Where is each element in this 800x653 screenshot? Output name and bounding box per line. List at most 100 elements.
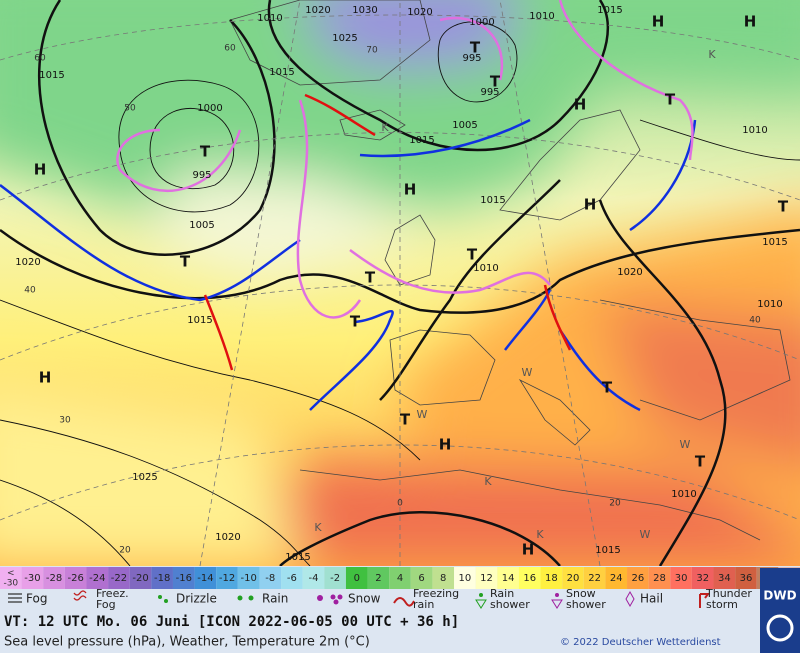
scale-label: -8 (265, 573, 275, 584)
isobar-label: 995 (462, 53, 481, 64)
legend-label: storm (706, 598, 738, 611)
isotherm-label: 50 (124, 104, 136, 114)
scale-cell (410, 567, 433, 589)
isobar-label: 1015 (39, 70, 64, 81)
legend-label: Rain (262, 592, 288, 606)
scale-cell (367, 567, 390, 589)
pressure-center: T (180, 253, 191, 271)
legend-label: Rain (490, 587, 514, 600)
warm-front (203, 284, 572, 371)
scale-cell (497, 567, 519, 589)
isobar-label: 1015 (409, 135, 434, 146)
legend-label: Fog (26, 592, 47, 606)
scale-cell (345, 567, 368, 589)
scale-cell (713, 567, 736, 589)
isobar-label: 1000 (197, 103, 222, 114)
scale-cell (324, 567, 346, 589)
isobar-label: 1010 (529, 11, 554, 22)
warm-front (304, 93, 376, 137)
isobar-label: 995 (192, 170, 211, 181)
isobar-label: 1010 (671, 489, 696, 500)
map-area: 1010 1020 1030 1020 1000 1010 1015 1025 995 1015 1… (0, 0, 800, 566)
scale-label: 32 (696, 573, 709, 584)
pressure-center: K (708, 48, 716, 61)
scale-cell (540, 567, 563, 589)
scale-label: 20 (567, 573, 580, 584)
scale-label: -18 (154, 573, 170, 584)
scale-label: -24 (89, 573, 105, 584)
scale-cell (583, 567, 606, 589)
scale-cell (259, 567, 282, 589)
isobar-label: 1020 (15, 257, 40, 268)
legend-label: Freez. (96, 587, 129, 600)
scale-label: 2 (375, 573, 381, 584)
pressure-center: T (467, 246, 478, 264)
pressure-center: T (695, 453, 706, 471)
map-labels: 1010 1020 1030 1020 1000 1010 1015 1025 995 1015 1… (15, 5, 789, 563)
scale-cell (151, 567, 173, 589)
pressure-center: H (404, 181, 417, 199)
color-scale: <-30 -30 -28 -26 -24 -22 -20 -18 -16 -14 -12 -10 -8-… (0, 567, 800, 589)
isobar-label: 995 (480, 87, 499, 98)
scale-label: -30 (3, 579, 18, 589)
cold-front (0, 184, 301, 302)
scale-cell (432, 567, 455, 589)
scale-label: -14 (197, 573, 213, 584)
pressure-center: H (34, 161, 47, 179)
scale-cell (64, 567, 87, 589)
scale-cell (735, 567, 757, 589)
isotherm-label: 40 (749, 316, 761, 326)
scale-label: -4 (309, 573, 319, 584)
scale-label: -2 (330, 573, 340, 584)
scale-label: -26 (68, 573, 84, 584)
isobar-label: 1010 (257, 13, 282, 24)
legend-label: Thunder (705, 587, 752, 600)
isotherm-label: 20 (609, 499, 621, 509)
pressure-center: T (350, 313, 361, 331)
isobar-label: 1030 (352, 5, 377, 16)
scale-label: 30 (675, 573, 688, 584)
scale-label: -30 (24, 573, 40, 584)
scale-cell (108, 567, 130, 589)
pressure-center: T (665, 91, 676, 109)
subtitle: Sea level pressure (hPa), Weather, Tempe… (4, 635, 370, 650)
isobar-label: 1015 (597, 5, 622, 16)
pressure-center: T (490, 73, 501, 91)
pressure-center: H (39, 369, 52, 387)
scale-label: -22 (111, 573, 127, 584)
pressure-center: K (484, 475, 492, 488)
isobar-label: 1015 (762, 237, 787, 248)
scale-cell (216, 567, 238, 589)
scale-cell (389, 567, 411, 589)
scale-cell (562, 567, 584, 589)
isotherm-label: 0 (397, 499, 403, 509)
legend: Fog Freez.Fog Drizzle Rain Snow FreezingrainR… (8, 587, 752, 611)
legend-label: rain (413, 598, 434, 611)
scale-label: -6 (287, 573, 297, 584)
pressure-center: W (640, 528, 651, 541)
pressure-center: T (400, 411, 411, 429)
isobar-label: 1025 (332, 33, 357, 44)
valid-time: VT: 12 UTC Mo. 06 Juni [ICON 2022-06-05 … (4, 614, 459, 630)
isotherm-label: 30 (59, 416, 71, 426)
scale-label: 28 (653, 573, 666, 584)
scale-label: 10 (458, 573, 471, 584)
graticule (0, 0, 800, 566)
dwd-logo-mark (766, 614, 794, 642)
scale-cell (172, 567, 195, 589)
pressure-center: H (652, 13, 665, 31)
pressure-center: T (365, 269, 376, 287)
pressure-center: H (574, 96, 587, 114)
scale-label: 22 (588, 573, 601, 584)
scale-cell (281, 567, 303, 589)
legend-label: shower (490, 598, 530, 611)
scale-cell (237, 567, 260, 589)
isobar-label: 1010 (757, 299, 782, 310)
scale-cell (129, 567, 152, 589)
isobar-label: 1010 (742, 125, 767, 136)
pressure-center: H (744, 13, 757, 31)
isobar-label: 1020 (215, 532, 240, 543)
legend-label: Hail (640, 592, 663, 606)
